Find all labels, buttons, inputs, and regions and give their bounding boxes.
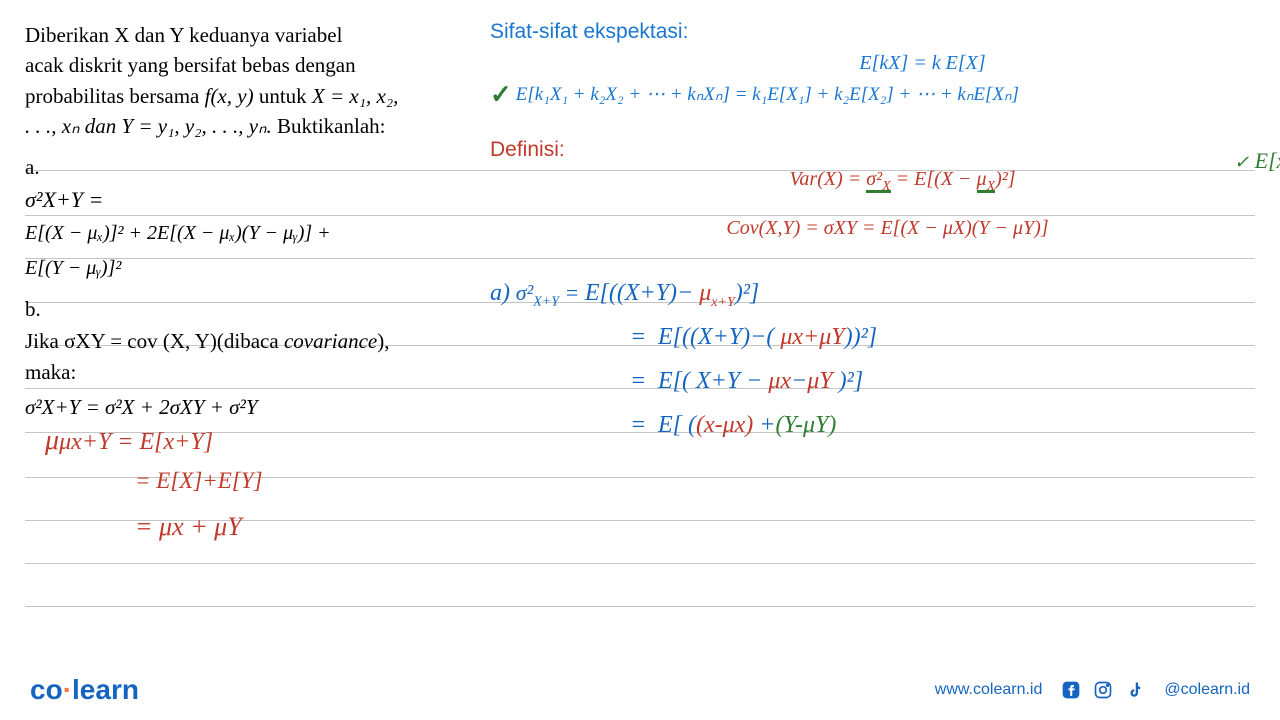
website-url: www.colearn.id <box>935 681 1043 699</box>
qb-covariance: covariance <box>284 329 377 353</box>
hw-right-row4: = E[ ((x-μx) +(Y-μY) <box>630 412 836 439</box>
var-formula: Var(X) = σ²X = E[(X − μX)²] <box>550 168 1255 195</box>
question-b: b. Jika σXY = cov (X, Y)(dibaca covarian… <box>25 294 475 426</box>
green-ex-text: E[x] <box>1255 148 1280 173</box>
hw-r2-eq: = <box>630 324 646 350</box>
definition-header: Definisi: <box>490 138 630 162</box>
hw-left-1: μx+Y = E[x+Y] <box>59 429 213 455</box>
question-b-label: b. <box>25 294 53 326</box>
problem-line4a: . . ., xₙ dan Y = y₁, y₂, . . ., yₙ. <box>25 114 277 138</box>
hw-r1-expr: E[((X+Y)− μx+Y)²] <box>585 280 759 306</box>
problem-xeq: X = x₁, x₂, <box>312 84 399 108</box>
expectation-header: Sifat-sifat ekspektasi: <box>490 20 1255 44</box>
right-column: Sifat-sifat ekspektasi: E[kX] = k E[X] ✓… <box>490 20 1255 246</box>
left-column: Diberikan X dan Y keduanya variabel acak… <box>25 20 475 427</box>
exp-formula2: E[k₁X₁ + k₂X₂ + ⋯ + kₙXₙ] = k₁E[X₁] + k₂… <box>516 83 1019 106</box>
hw-left-mu: μ <box>45 425 59 456</box>
question-a-label: a. <box>25 152 53 184</box>
qb-line2: maka: <box>25 360 76 384</box>
tiktok-icon <box>1124 679 1146 701</box>
footer-right: www.colearn.id @colearn.id <box>935 679 1250 701</box>
hw-left-row1: μμx+Y = E[x+Y] <box>45 425 213 457</box>
qa-line1: σ²X+Y = <box>25 187 103 212</box>
hw-r4-expr: E[ ((x-μx) +(Y-μY) <box>652 412 836 438</box>
question-a: a. σ²X+Y = E[(X − μₓ)]² + 2E[(X − μₓ)(Y … <box>25 152 475 289</box>
problem-fx: f(x, y) <box>205 84 254 108</box>
hw-a-label: a) <box>490 280 510 306</box>
problem-line2: acak diskrit yang bersifat bebas dengan <box>25 53 356 77</box>
problem-line4b: Buktikanlah: <box>277 114 386 138</box>
qa-line3: E[(Y − μᵧ)]² <box>25 257 121 279</box>
logo-dot: · <box>63 674 72 705</box>
hw-left-row3: = μx + μY <box>135 512 242 542</box>
hw-right-row1: a) σ²X+Y = E[((X+Y)− μx+Y)²] <box>490 280 759 311</box>
hw-left-row2: = E[X]+E[Y] <box>135 468 263 494</box>
logo-co: co <box>30 674 63 705</box>
instagram-icon <box>1092 679 1114 701</box>
checkmark-icon: ✓ <box>490 80 512 110</box>
exp-formula1: E[kX] = k E[X] <box>590 52 1255 75</box>
facebook-icon <box>1060 679 1082 701</box>
hw-r3-eq: = <box>630 368 646 394</box>
problem-statement: Diberikan X dan Y keduanya variabel acak… <box>25 20 475 142</box>
social-icons <box>1060 679 1146 701</box>
footer: co·learn www.colearn.id @colearn.id <box>0 660 1280 720</box>
problem-line3a: probabilitas bersama <box>25 84 205 108</box>
hw-right-row2: = E[((X+Y)−( μx+μY))²] <box>630 324 877 351</box>
qb-line3: σ²X+Y = σ²X + 2σXY + σ²Y <box>25 395 258 419</box>
hw-r2-expr: E[((X+Y)−( μx+μY))²] <box>652 324 877 350</box>
social-handle: @colearn.id <box>1164 681 1250 699</box>
qb-line1a: Jika σXY = cov (X, Y)(dibaca <box>25 329 284 353</box>
question-b-content: Jika σXY = cov (X, Y)(dibaca covariance)… <box>25 326 445 427</box>
green-ex-annotation: ✓ E[x] <box>1234 148 1280 174</box>
colearn-logo: co·learn <box>30 674 139 706</box>
cov-formula: Cov(X,Y) = σXY = E[(X − μX)(Y − μY)] <box>520 217 1255 240</box>
qb-line1b: ), <box>377 329 389 353</box>
qa-line2: E[(X − μₓ)]² + 2E[(X − μₓ)(Y − μᵧ)] + <box>25 222 331 244</box>
problem-line1: Diberikan X dan Y keduanya variabel <box>25 23 342 47</box>
logo-learn: learn <box>72 674 139 705</box>
hw-right-row3: = E[( X+Y − μx−μY )²] <box>630 368 863 395</box>
hw-r4-eq: = <box>630 412 646 438</box>
hw-r1-sigma: σ²X+Y = <box>516 280 585 305</box>
question-a-content: σ²X+Y = E[(X − μₓ)]² + 2E[(X − μₓ)(Y − μ… <box>25 183 445 288</box>
problem-line3b: untuk <box>254 84 312 108</box>
hw-r3-expr: E[( X+Y − μx−μY )²] <box>652 368 863 394</box>
